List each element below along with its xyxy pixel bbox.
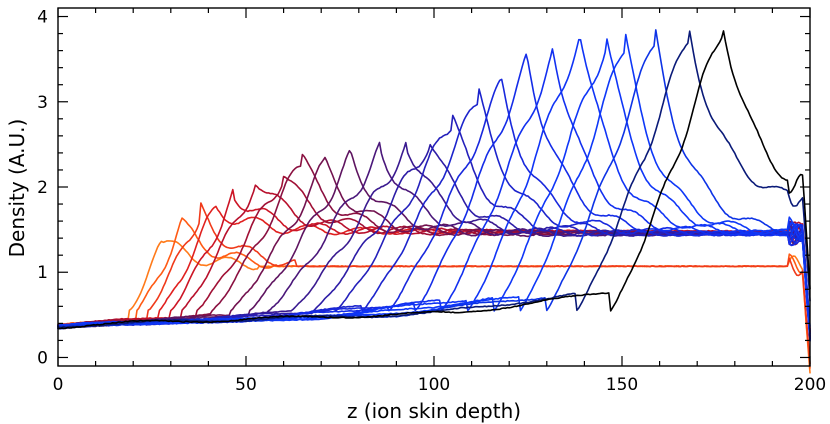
x-tick-labels: 0 50 100 150 200 xyxy=(53,375,827,395)
y-tick-label: 0 xyxy=(37,348,48,368)
x-tick-label: 200 xyxy=(794,375,826,395)
series-line-t6 xyxy=(57,184,811,339)
x-tick-label: 150 xyxy=(606,375,638,395)
series-line-t1 xyxy=(57,240,811,374)
y-tick-label: 3 xyxy=(37,93,48,113)
series-line-t19 xyxy=(57,38,811,341)
series-line-t7 xyxy=(57,175,811,340)
x-tick-label: 100 xyxy=(418,375,450,395)
series-line-t23 xyxy=(57,30,811,329)
y-tick-label: 1 xyxy=(37,263,48,283)
series-layer xyxy=(57,29,811,374)
y-tick-label: 4 xyxy=(37,8,48,28)
series-line-t3 xyxy=(57,202,811,365)
ticks-layer xyxy=(57,8,811,366)
y-tick-labels: 0 1 2 3 4 xyxy=(37,8,48,369)
x-tick-label: 50 xyxy=(235,375,257,395)
y-axis-label: Density (A.U.) xyxy=(5,119,29,258)
series-line-t24 xyxy=(57,30,811,330)
y-tick-label: 2 xyxy=(37,178,48,198)
series-line-t9 xyxy=(57,156,811,333)
x-tick-label: 0 xyxy=(53,375,64,395)
x-axis-label: z (ion skin depth) xyxy=(347,399,521,423)
